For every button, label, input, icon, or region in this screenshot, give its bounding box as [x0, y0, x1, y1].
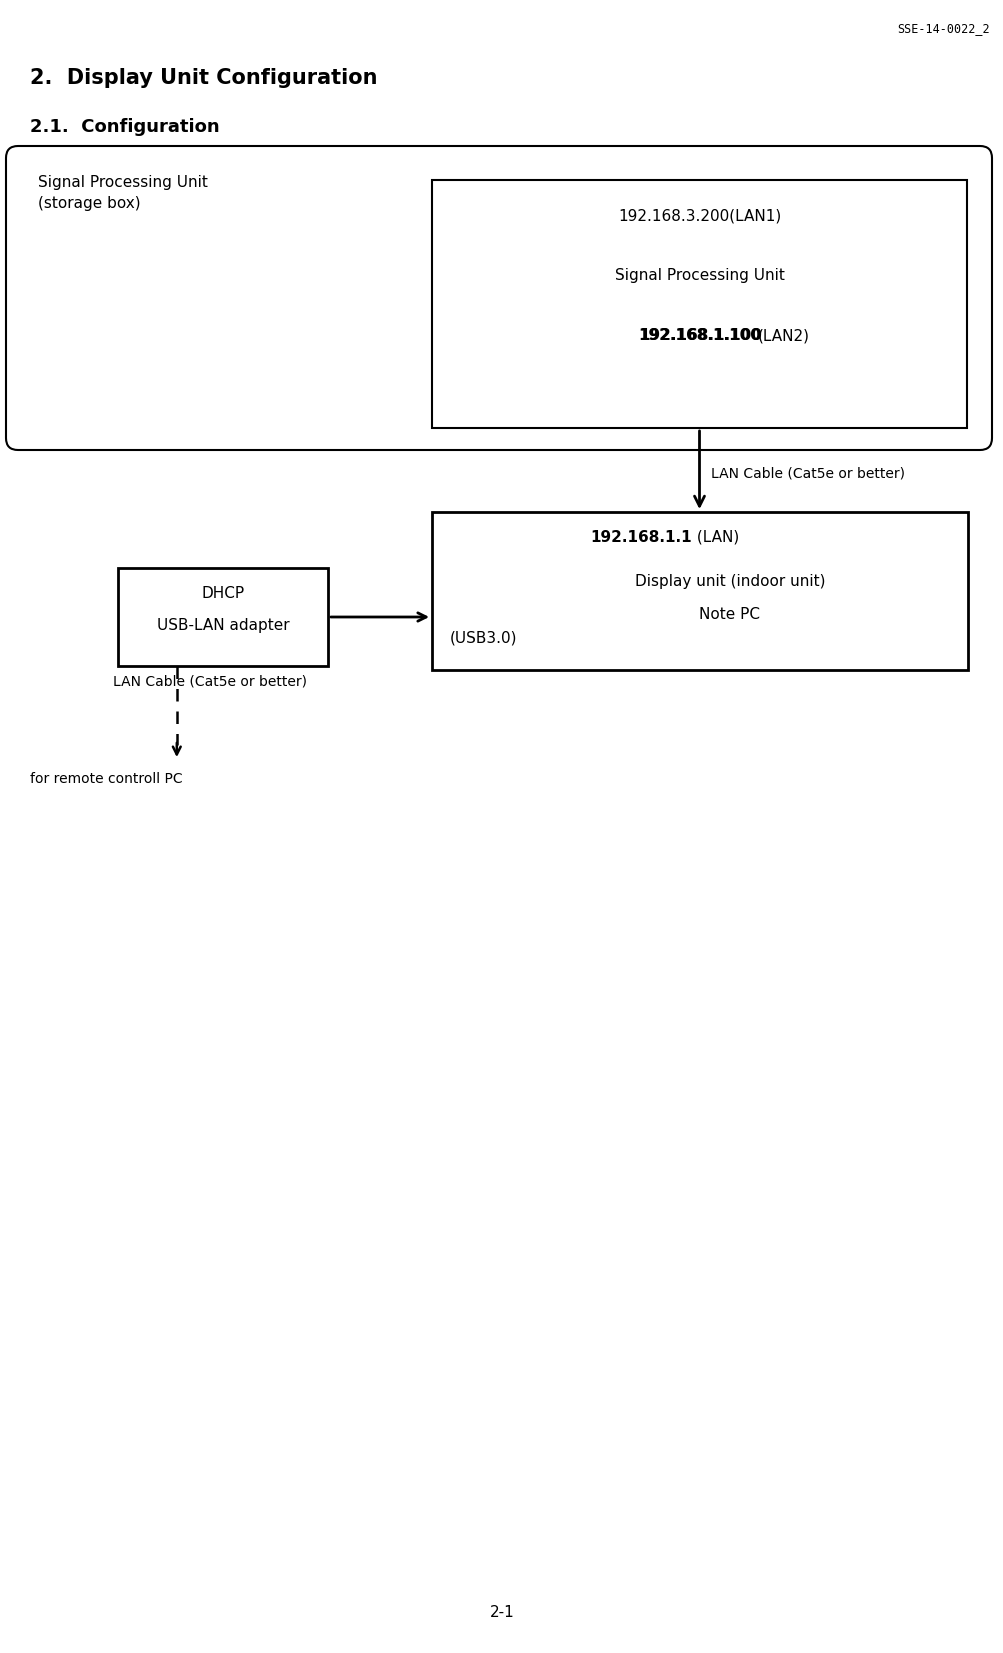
- Text: (LAN): (LAN): [691, 531, 738, 545]
- Text: for remote controll PC: for remote controll PC: [30, 772, 183, 785]
- Text: DHCP: DHCP: [202, 587, 245, 602]
- Text: 192.168.1.1: 192.168.1.1: [590, 531, 691, 545]
- Text: 2.1.  Configuration: 2.1. Configuration: [30, 117, 220, 136]
- FancyBboxPatch shape: [6, 145, 991, 450]
- Text: 2.  Display Unit Configuration: 2. Display Unit Configuration: [30, 68, 377, 88]
- Text: USB-LAN adapter: USB-LAN adapter: [156, 618, 289, 633]
- Text: (USB3.0): (USB3.0): [449, 630, 517, 645]
- Text: Display unit (indoor unit): Display unit (indoor unit): [634, 574, 824, 588]
- Text: 192.168.3.200(LAN1): 192.168.3.200(LAN1): [617, 208, 780, 223]
- Text: LAN Cable (Cat5e or better): LAN Cable (Cat5e or better): [113, 674, 307, 688]
- Text: Note PC: Note PC: [699, 607, 759, 622]
- Text: Signal Processing Unit
(storage box): Signal Processing Unit (storage box): [38, 175, 208, 212]
- Text: SSE-14-0022_2: SSE-14-0022_2: [897, 21, 989, 35]
- Bar: [431, 512, 967, 669]
- Text: 192.168.1.100: 192.168.1.100: [639, 327, 761, 344]
- Text: (LAN2): (LAN2): [756, 327, 808, 344]
- Text: 2-1: 2-1: [489, 1605, 514, 1620]
- Text: Signal Processing Unit: Signal Processing Unit: [614, 268, 783, 283]
- Text: LAN Cable (Cat5e or better): LAN Cable (Cat5e or better): [711, 466, 905, 479]
- Text: 192.168.1.100: 192.168.1.100: [638, 327, 760, 344]
- Bar: [431, 180, 966, 428]
- Bar: [118, 569, 328, 666]
